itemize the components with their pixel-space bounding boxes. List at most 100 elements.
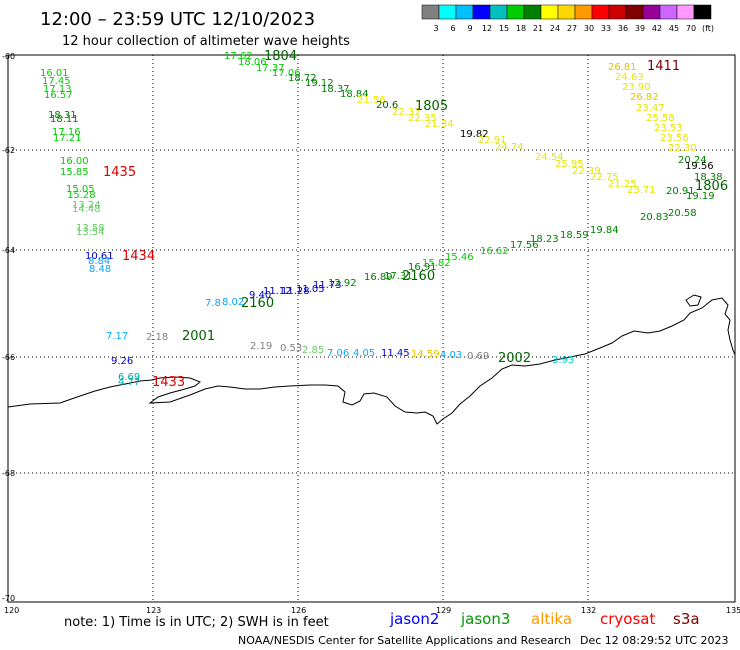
legend-label: 6	[450, 24, 455, 33]
lon-label: 135	[726, 606, 740, 615]
legend-label: 42	[652, 24, 662, 33]
pass-time-label: 2160	[241, 296, 274, 311]
wave-height-label: 7.17	[106, 331, 128, 342]
wave-height-label: 22.35	[408, 113, 437, 124]
wave-height-label: 17.37	[256, 63, 285, 74]
legend-label: 24	[550, 24, 560, 33]
timestamp: Dec 12 08:29:52 UTC 2023	[580, 634, 728, 647]
wave-height-label: 7.06	[327, 348, 349, 359]
lon-label: 123	[146, 606, 161, 615]
legend-label: 15	[499, 24, 509, 33]
legend-label: (ft)	[702, 24, 714, 33]
lat-label: -66	[2, 353, 15, 362]
wave-height-label: 18.06	[238, 57, 267, 68]
satellite-legend: jason2 jason3 altika cryosat s3a	[389, 610, 700, 628]
wave-height-legend: 3 6 9 12 15 18 21 24 27 30 33 36 39 42 45 70 (ft)	[421, 4, 714, 33]
wave-height-label: 8.02	[222, 297, 244, 308]
pass-time-label: 1433	[152, 375, 185, 390]
legend-swatch	[506, 4, 525, 20]
wave-height-label: 23.47	[636, 103, 665, 114]
legend-label: 12	[482, 24, 492, 33]
wave-height-label: 21.56	[357, 95, 386, 106]
satellite-jason3: jason3	[460, 610, 510, 628]
pass-time-label: 1434	[122, 249, 155, 264]
wave-height-label: 18.11	[50, 114, 79, 125]
wave-height-label: 15.46	[445, 252, 474, 263]
wave-height-label: 18.72	[288, 73, 317, 84]
wave-height-label: 18.37	[321, 84, 350, 95]
wave-height-label: 17.06	[272, 68, 301, 79]
wave-height-label: 15.28	[67, 190, 96, 201]
wave-height-label: 11.45	[381, 348, 410, 359]
wave-height-label: 16.00	[60, 156, 89, 167]
legend-label: 70	[686, 24, 696, 33]
lon-label: 120	[4, 606, 19, 615]
antarctic-coastline	[7, 297, 736, 425]
pass-time-labels: 1804 1805 1411 1806 1435 1434 1433 2160 2001 2002…	[103, 49, 728, 390]
wave-height-label: 4.03	[440, 350, 462, 361]
wave-height-label: 19.19	[686, 191, 715, 202]
wave-height-label: 0.53	[280, 343, 302, 354]
legend-swatch	[676, 4, 695, 20]
longitude-labels: 120 123 126 129 132 135	[4, 606, 740, 615]
wave-height-label: 11.28	[281, 286, 310, 297]
legend-label: 33	[601, 24, 611, 33]
wave-height-label: 21.25	[608, 179, 637, 190]
wave-height-label: 17.62	[224, 51, 253, 62]
lat-label: -64	[2, 246, 15, 255]
wave-height-label: 11.12	[263, 286, 292, 297]
wave-height-label: 15.85	[60, 167, 89, 178]
plot-frame	[7, 54, 736, 603]
wave-height-label: 8.48	[89, 264, 111, 275]
wave-height-label: 18.23	[530, 234, 559, 245]
wave-height-label: 16.89	[364, 272, 393, 283]
wave-height-label: 25.58	[646, 113, 675, 124]
wave-height-label: 22.91	[478, 135, 507, 146]
wave-height-label: 24.74	[495, 142, 524, 153]
lon-label: 126	[291, 606, 306, 615]
wave-height-label: 21.34	[425, 119, 454, 130]
legend-label: 9	[467, 24, 472, 33]
wave-height-label: 17.45	[42, 76, 71, 87]
legend-label: 3	[433, 24, 438, 33]
latitude-labels: -60 -62 -64 -66 -68 -70	[2, 52, 15, 603]
wave-height-label: 16.62	[480, 246, 509, 257]
pass-time-label: 2001	[182, 329, 215, 344]
wave-height-label: 9.40	[249, 290, 271, 301]
wave-height-label: 12.92	[328, 278, 357, 289]
wave-height-label: 20.24	[678, 155, 707, 166]
wave-height-label: 15.05	[66, 184, 95, 195]
wave-height-label: 13.58	[76, 223, 105, 234]
wave-height-label: 23.90	[622, 82, 651, 93]
wave-height-label: 2.18	[146, 332, 168, 343]
wave-height-label: 11.05	[296, 284, 325, 295]
wave-height-label: 19.84	[590, 225, 619, 236]
wave-height-label: 18.59	[560, 230, 589, 241]
legend-swatch	[625, 4, 644, 20]
wave-height-label: 7.8	[205, 298, 221, 309]
map-subtitle: 12 hour collection of altimeter wave hei…	[62, 34, 350, 49]
pass-time-label: 2160	[402, 269, 435, 284]
legend-swatch	[472, 4, 491, 20]
wave-height-label: 2.19	[250, 341, 272, 352]
legend-swatch	[489, 4, 508, 20]
wave-height-label: 18.38	[694, 172, 723, 183]
wave-height-label: 18.84	[340, 89, 369, 100]
lat-label: -60	[2, 52, 15, 61]
satellite-jason2: jason2	[389, 610, 439, 628]
legend-swatch	[591, 4, 610, 20]
wave-height-label: 14.59	[411, 349, 440, 360]
satellite-s3a: s3a	[673, 610, 700, 628]
wave-height-label: 24.54	[535, 152, 564, 163]
wave-height-label: 20.91	[666, 186, 695, 197]
legend-label: 27	[567, 24, 577, 33]
legend-label: 45	[669, 24, 679, 33]
pass-time-label: 2002	[498, 351, 531, 366]
wave-height-label: 11.73	[313, 280, 342, 291]
wave-height-label: 24.63	[615, 72, 644, 83]
wave-height-label: 3.93	[552, 355, 574, 366]
wave-height-label: 16.91	[408, 262, 437, 273]
legend-label: 21	[533, 24, 543, 33]
coastline-islet	[685, 294, 702, 307]
wave-height-label: 14.48	[72, 204, 101, 215]
